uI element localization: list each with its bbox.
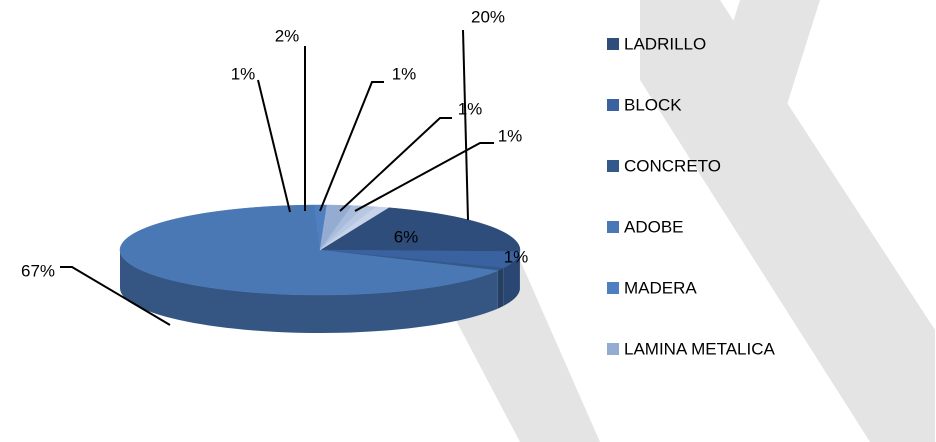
data-label: 2% [275, 26, 300, 45]
leader-line [60, 266, 171, 326]
legend-swatch [607, 38, 619, 50]
legend-swatch [607, 282, 619, 294]
legend-swatch [607, 160, 619, 172]
data-label: 1% [498, 126, 523, 145]
legend-label: BLOCK [624, 95, 682, 114]
watermark [440, 0, 935, 442]
data-label: 6% [394, 227, 419, 246]
leader-line [257, 79, 291, 213]
legend: LADRILLO BLOCK CONCRETO ADOBE MADERA LAMINA M… [607, 34, 775, 358]
data-label: 1% [231, 64, 256, 83]
pie-slice [319, 206, 390, 251]
data-label: 20% [471, 7, 505, 26]
legend-label: ADOBE [624, 217, 684, 236]
legend-swatch [607, 343, 619, 355]
pie: 20% 6% 1% 67% 1% 2% 1% 1% 1% [21, 7, 528, 333]
data-label: 1% [458, 99, 483, 118]
legend-label: LAMINA METALICA [624, 339, 775, 358]
pie-side [120, 250, 498, 333]
pie-slice [119, 204, 499, 296]
watermark-stroke [690, 0, 820, 190]
legend-swatch [607, 99, 619, 111]
leader-line [339, 117, 452, 212]
pie-side [497, 268, 504, 309]
legend-label: LADRILLO [624, 34, 706, 53]
leader-line [319, 81, 384, 212]
leader-line [462, 29, 469, 221]
pie-slice [319, 207, 521, 252]
pie-slice [319, 249, 521, 269]
legend-label: MADERA [624, 278, 697, 297]
data-label: 67% [21, 261, 55, 280]
legend-swatch [607, 221, 619, 233]
pie-side [503, 251, 520, 307]
data-label: 1% [392, 64, 417, 83]
legend-label: CONCRETO [624, 156, 721, 175]
leader-line [354, 142, 494, 212]
data-label: 1% [504, 247, 529, 266]
